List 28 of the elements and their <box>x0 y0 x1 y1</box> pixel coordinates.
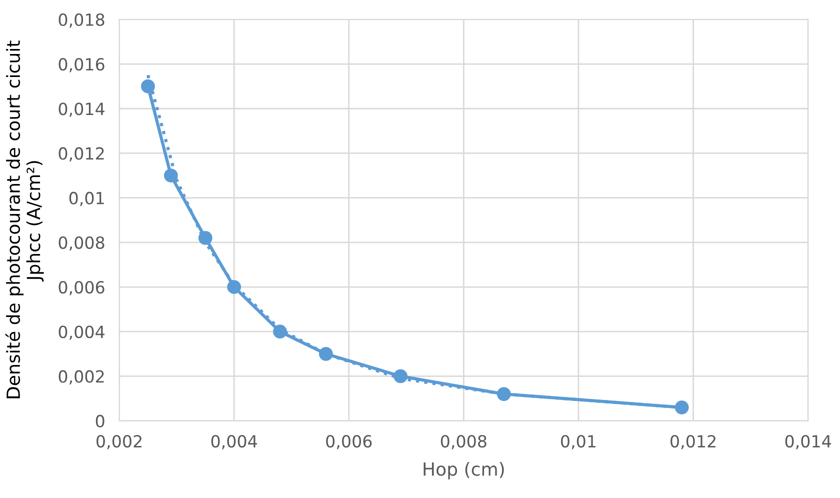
point <box>227 280 242 294</box>
y-tick-label: 0,012 <box>58 147 104 162</box>
point <box>198 231 212 245</box>
y-tick-label: 0,01 <box>69 192 104 206</box>
x-tick-label: 0,01 <box>561 434 596 450</box>
x-tick-label: 0,002 <box>96 434 142 450</box>
x-tick-label: 0,004 <box>211 434 257 450</box>
x-tick-label: 0,012 <box>670 434 716 450</box>
y-tick-label: 0,002 <box>58 370 104 384</box>
point <box>141 79 155 94</box>
y-tick-label: 0,016 <box>58 58 104 72</box>
point <box>496 387 511 401</box>
y-tick-label: 0 <box>96 414 104 428</box>
y-tick-label: 0,008 <box>58 236 104 251</box>
y-tick-label: 0,004 <box>58 326 104 340</box>
y-axis-title: Densité de photocourant de court cicuit Jphcc (A/cm²) <box>5 40 44 398</box>
y-tick-label: 0,018 <box>58 13 104 28</box>
x-tick-label: 0,008 <box>440 434 486 450</box>
point <box>164 168 178 182</box>
y-tick-label: 0,006 <box>58 280 104 296</box>
point <box>674 400 689 414</box>
point <box>273 324 287 339</box>
x-tick-label: 0,014 <box>785 434 831 450</box>
y-tick-label: 0,014 <box>58 102 104 117</box>
point <box>394 369 408 384</box>
x-axis-title: Hop (cm) <box>424 462 504 480</box>
point <box>318 346 333 361</box>
x-tick-label: 0,006 <box>326 434 372 450</box>
